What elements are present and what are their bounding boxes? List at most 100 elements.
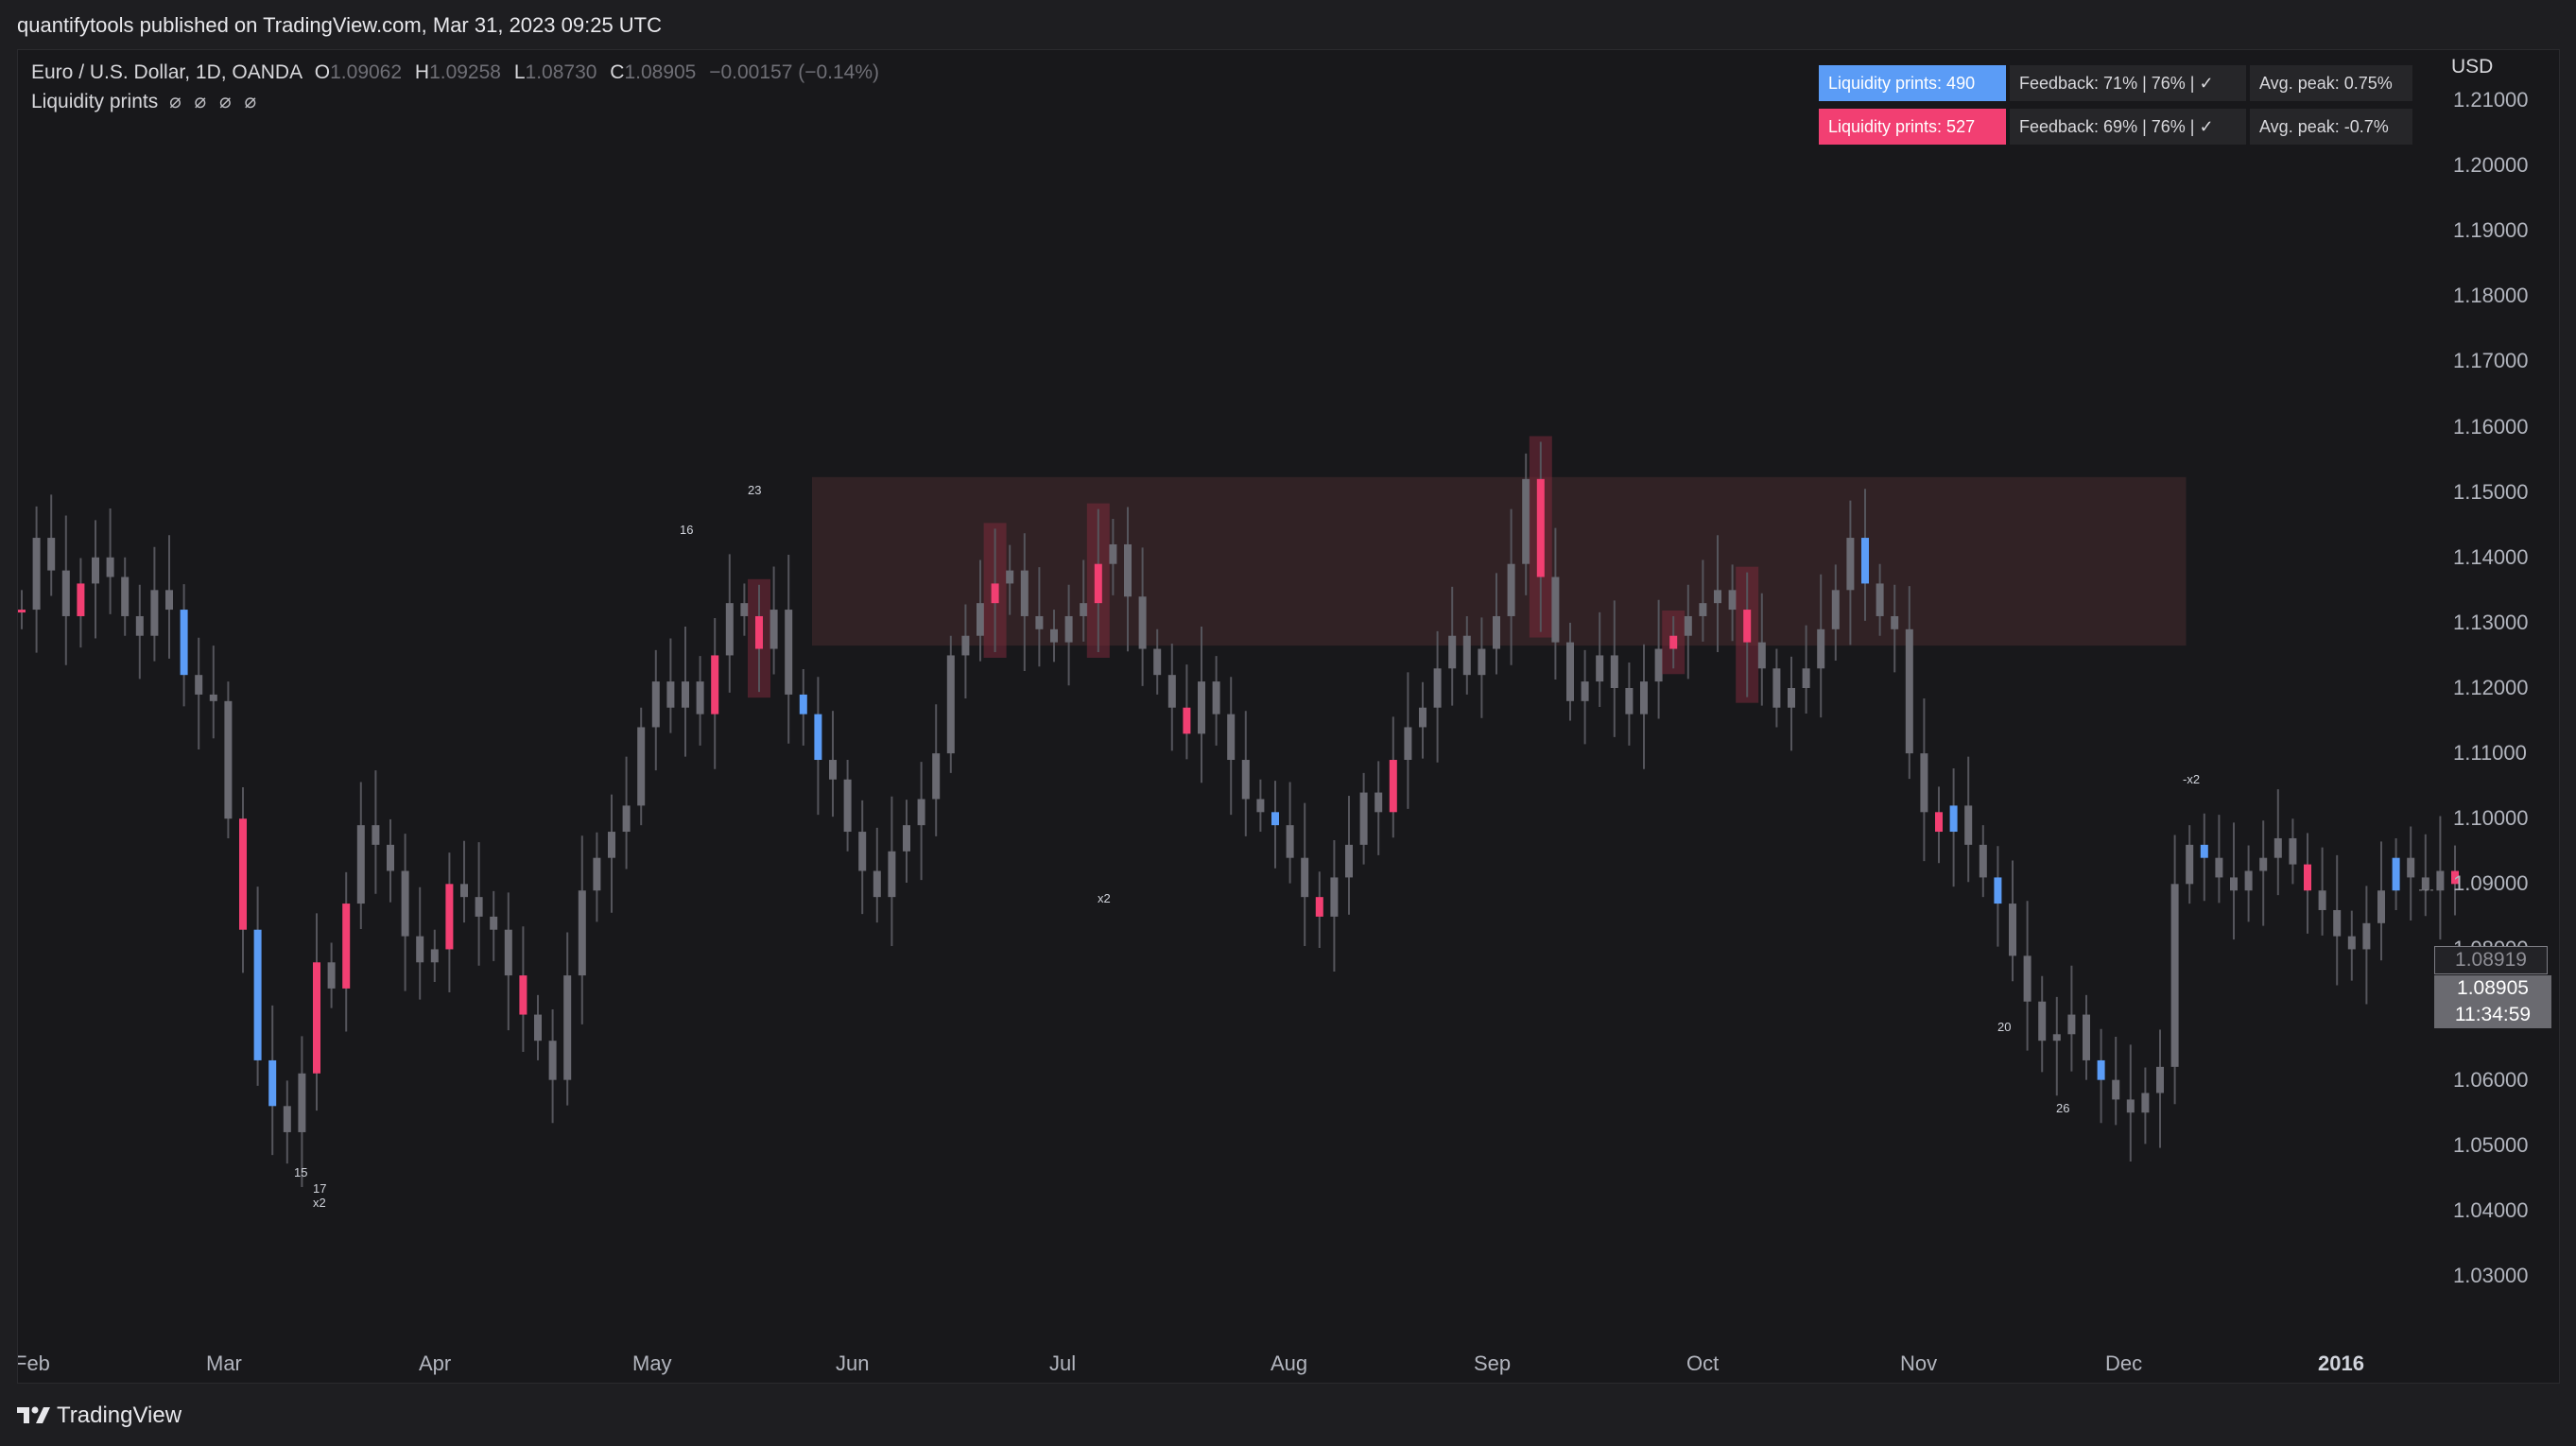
candle[interactable]	[2421, 877, 2429, 891]
candle[interactable]	[2215, 857, 2223, 878]
candle[interactable]	[711, 655, 719, 714]
candle[interactable]	[1198, 681, 1205, 734]
candle[interactable]	[755, 615, 763, 649]
chart-pane[interactable]: Euro / U.S. Dollar, 1D, OANDA O1.09062 H…	[17, 49, 2560, 1384]
candle[interactable]	[1227, 714, 1236, 761]
candle[interactable]	[1979, 844, 1987, 878]
candle[interactable]	[18, 610, 26, 613]
currency-label[interactable]: USD	[2451, 56, 2494, 77]
candle[interactable]	[1433, 668, 1442, 708]
candle[interactable]	[475, 897, 483, 917]
candle[interactable]	[1404, 727, 1412, 761]
candle[interactable]	[460, 884, 468, 898]
candle[interactable]	[2067, 1014, 2076, 1035]
candle[interactable]	[1389, 760, 1397, 813]
candle[interactable]	[401, 870, 409, 937]
candle[interactable]	[2289, 837, 2297, 865]
candle[interactable]	[2244, 870, 2253, 891]
candle[interactable]	[1315, 897, 1323, 917]
candle[interactable]	[1566, 642, 1574, 701]
candle[interactable]	[2023, 955, 2031, 1002]
candle[interactable]	[1478, 648, 1486, 676]
candle[interactable]	[873, 870, 881, 898]
candle[interactable]	[47, 538, 56, 571]
candle[interactable]	[946, 655, 955, 754]
candle[interactable]	[1669, 635, 1678, 649]
candle[interactable]	[2436, 870, 2445, 891]
candle[interactable]	[1183, 707, 1191, 734]
candle[interactable]	[209, 694, 217, 701]
tradingview-logo-icon[interactable]	[17, 1404, 53, 1425]
candle[interactable]	[1124, 543, 1132, 597]
candle[interactable]	[1654, 648, 1663, 682]
candle[interactable]	[1581, 681, 1589, 701]
candle[interactable]	[313, 962, 320, 1074]
candle[interactable]	[1640, 681, 1648, 714]
candle[interactable]	[2318, 890, 2326, 910]
candle[interactable]	[165, 590, 173, 611]
candle[interactable]	[1920, 753, 1928, 813]
candle[interactable]	[651, 681, 660, 728]
candle[interactable]	[578, 890, 586, 976]
candle[interactable]	[1596, 655, 1604, 682]
candle[interactable]	[961, 635, 970, 656]
candle[interactable]	[1256, 799, 1265, 813]
candle[interactable]	[1462, 635, 1471, 676]
candle[interactable]	[2377, 890, 2385, 923]
candle[interactable]	[1241, 760, 1250, 800]
candle[interactable]	[1507, 563, 1515, 616]
candle[interactable]	[696, 681, 704, 714]
candle[interactable]	[1788, 688, 1795, 708]
candle[interactable]	[1138, 596, 1147, 649]
candle[interactable]	[608, 832, 615, 858]
candle[interactable]	[534, 1014, 542, 1041]
candle[interactable]	[519, 975, 527, 1015]
candle[interactable]	[1817, 628, 1825, 669]
candle[interactable]	[1448, 635, 1457, 669]
candle[interactable]	[1345, 844, 1353, 878]
candle[interactable]	[106, 557, 114, 577]
candle[interactable]	[769, 610, 778, 649]
candle[interactable]	[1522, 478, 1530, 564]
candle[interactable]	[504, 929, 512, 976]
candle[interactable]	[2273, 837, 2282, 858]
candle[interactable]	[1728, 590, 1737, 611]
candle[interactable]	[416, 936, 424, 963]
candle[interactable]	[548, 1041, 557, 1080]
candle[interactable]	[61, 570, 70, 616]
candle[interactable]	[1831, 590, 1840, 629]
candle[interactable]	[283, 1106, 291, 1132]
candle[interactable]	[1994, 877, 2002, 904]
candle[interactable]	[1359, 792, 1368, 845]
candle[interactable]	[1743, 610, 1752, 643]
candle[interactable]	[1271, 812, 1279, 826]
candle[interactable]	[593, 857, 601, 891]
candle[interactable]	[888, 851, 896, 898]
tradingview-brand[interactable]: TradingView	[57, 1403, 182, 1428]
candle[interactable]	[1006, 570, 1014, 584]
candle[interactable]	[666, 681, 675, 708]
candle[interactable]	[1167, 675, 1176, 708]
candle[interactable]	[2451, 870, 2459, 885]
candle[interactable]	[327, 962, 336, 989]
candle[interactable]	[387, 844, 394, 871]
candle[interactable]	[858, 832, 867, 871]
candle[interactable]	[445, 884, 454, 950]
candle[interactable]	[932, 753, 941, 800]
candle[interactable]	[1020, 570, 1029, 616]
candle[interactable]	[2126, 1099, 2135, 1113]
candle[interactable]	[1301, 857, 1309, 898]
candle[interactable]	[1699, 603, 1707, 616]
candle[interactable]	[1891, 615, 1899, 629]
candle[interactable]	[121, 577, 130, 616]
candle[interactable]	[2392, 857, 2400, 891]
candle[interactable]	[253, 929, 262, 1060]
candle[interactable]	[1757, 642, 1766, 669]
candle[interactable]	[2112, 1079, 2120, 1100]
candle[interactable]	[1949, 805, 1958, 833]
candle[interactable]	[1035, 615, 1044, 629]
candle[interactable]	[2200, 844, 2208, 858]
candle[interactable]	[2230, 877, 2238, 891]
candle[interactable]	[2083, 1014, 2090, 1060]
candle[interactable]	[1772, 668, 1781, 708]
